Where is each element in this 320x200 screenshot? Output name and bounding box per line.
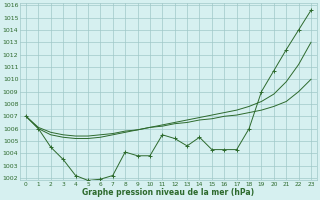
X-axis label: Graphe pression niveau de la mer (hPa): Graphe pression niveau de la mer (hPa) — [83, 188, 255, 197]
